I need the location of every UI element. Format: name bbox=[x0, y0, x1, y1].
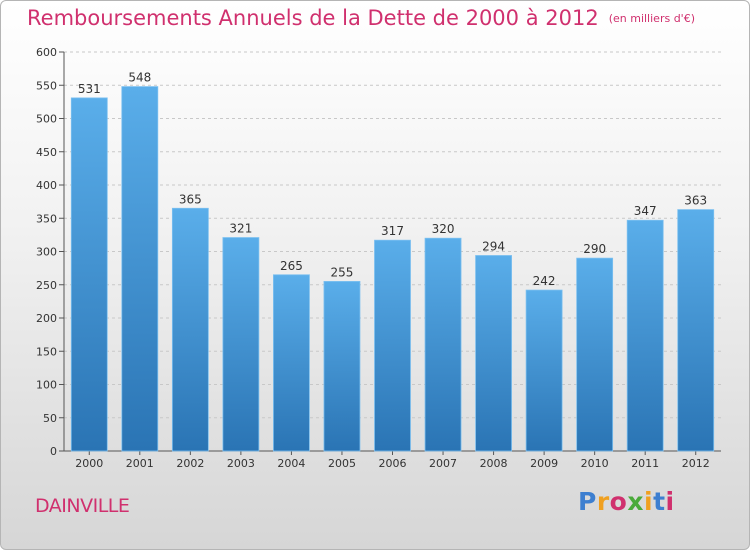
x-tick-label: 2009 bbox=[530, 457, 558, 470]
x-tick-label: 2004 bbox=[277, 457, 305, 470]
y-tick-label: 350 bbox=[36, 212, 57, 225]
y-tick-label: 50 bbox=[43, 412, 57, 425]
logo-letter: r bbox=[596, 487, 610, 516]
y-tick-label: 150 bbox=[36, 345, 57, 358]
bar bbox=[525, 289, 563, 452]
logo-letter: i bbox=[644, 487, 654, 516]
bar bbox=[222, 237, 260, 452]
commune-name: DAINVILLE bbox=[35, 495, 130, 517]
logo-letter: i bbox=[665, 487, 675, 516]
logo-letter: o bbox=[609, 487, 628, 516]
y-tick-label: 550 bbox=[36, 79, 57, 92]
bars bbox=[70, 86, 715, 452]
chart-title: Remboursements Annuels de la Dette de 20… bbox=[27, 6, 695, 30]
data-label: 317 bbox=[381, 224, 404, 238]
chart-title-text: Remboursements Annuels de la Dette de 20… bbox=[27, 6, 599, 30]
x-tick-label: 2011 bbox=[631, 457, 659, 470]
x-tick-label: 2012 bbox=[682, 457, 710, 470]
data-label: 363 bbox=[684, 194, 707, 208]
bar bbox=[374, 239, 411, 452]
bar bbox=[323, 281, 361, 452]
y-tick-label: 250 bbox=[36, 279, 57, 292]
data-label: 294 bbox=[482, 239, 505, 253]
logo-letter: t bbox=[653, 487, 666, 516]
bar bbox=[475, 255, 512, 452]
x-tick-label: 2003 bbox=[227, 457, 255, 470]
x-tick-label: 2002 bbox=[176, 457, 204, 470]
y-tick-label: 600 bbox=[36, 46, 57, 59]
data-label: 242 bbox=[533, 274, 556, 288]
bar bbox=[70, 97, 108, 452]
y-tick-label: 500 bbox=[36, 113, 57, 126]
bar bbox=[677, 209, 715, 452]
bar bbox=[576, 257, 614, 452]
y-tick-label: 450 bbox=[36, 146, 57, 159]
bar bbox=[626, 219, 664, 452]
data-label: 321 bbox=[229, 222, 252, 236]
x-tick-label: 2007 bbox=[429, 457, 457, 470]
logo-letter: x bbox=[627, 487, 644, 516]
y-tick-label: 200 bbox=[36, 312, 57, 325]
y-tick-label: 100 bbox=[36, 379, 57, 392]
data-label: 320 bbox=[432, 222, 455, 236]
y-tick-label: 400 bbox=[36, 179, 57, 192]
x-tick-label: 2005 bbox=[328, 457, 356, 470]
data-label: 265 bbox=[280, 259, 303, 273]
y-tick-label: 0 bbox=[50, 445, 57, 458]
data-label: 347 bbox=[634, 204, 657, 218]
proxiti-logo: Proxiti bbox=[578, 487, 675, 516]
x-tick-label: 2006 bbox=[379, 457, 407, 470]
data-label: 255 bbox=[331, 265, 354, 279]
bar bbox=[273, 274, 310, 452]
x-tick-label: 2010 bbox=[581, 457, 609, 470]
y-tick-label: 300 bbox=[36, 246, 57, 259]
data-label: 548 bbox=[128, 71, 151, 85]
data-label: 365 bbox=[179, 192, 202, 206]
data-label: 290 bbox=[583, 242, 606, 256]
x-tick-label: 2000 bbox=[75, 457, 103, 470]
data-label: 531 bbox=[78, 82, 101, 96]
bar bbox=[171, 207, 209, 452]
bar bbox=[121, 86, 159, 452]
x-tick-label: 2001 bbox=[126, 457, 154, 470]
logo-letter: P bbox=[578, 487, 597, 516]
chart-subtitle: (en milliers d'€) bbox=[608, 12, 695, 25]
labels: 531 2000 548 2001 365 2002 321 2003 265 2004 255 20… bbox=[75, 71, 709, 470]
x-tick-label: 2008 bbox=[480, 457, 508, 470]
bar bbox=[424, 237, 462, 452]
